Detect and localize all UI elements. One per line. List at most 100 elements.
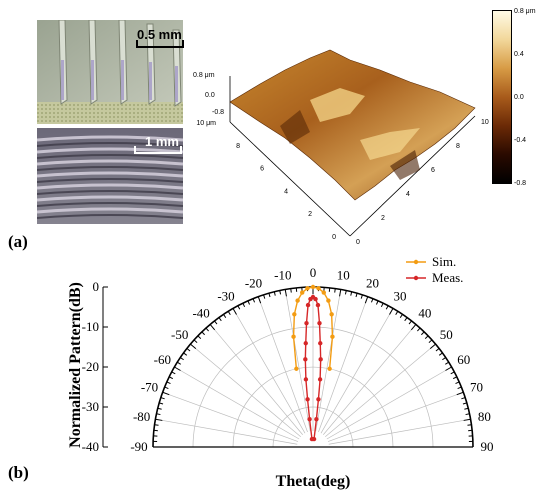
r-tick-label: 0 xyxy=(93,279,100,294)
afm-y-tick-label: 4 xyxy=(284,188,288,195)
polar-tick xyxy=(174,366,181,371)
polar-tick xyxy=(257,296,262,304)
microscope-photo-top-drawing xyxy=(37,20,183,124)
polar-tick xyxy=(461,397,466,400)
polar-tick xyxy=(445,361,449,365)
polar-tick xyxy=(457,386,462,390)
series-point xyxy=(316,286,321,291)
series-point xyxy=(303,357,308,362)
polar-tick xyxy=(263,294,266,299)
theta-tick-label: 10 xyxy=(337,268,350,283)
series-point xyxy=(311,436,317,442)
afm-x-tick-label: 8 xyxy=(456,143,460,150)
afm-axes xyxy=(229,76,476,237)
polar-tick xyxy=(360,294,363,299)
series-point xyxy=(313,296,318,302)
polar-tick xyxy=(429,343,436,350)
series-point xyxy=(304,320,309,326)
polar-tick xyxy=(445,366,452,371)
afm-y-tick-label: 0 xyxy=(332,234,336,241)
afm-y-tick-label: 8 xyxy=(236,143,240,150)
legend-label: Sim. xyxy=(432,254,456,269)
theta-tick-label: -10 xyxy=(274,268,291,283)
polar-tick xyxy=(162,391,170,396)
polar-tick xyxy=(463,418,471,421)
polar-tick xyxy=(424,335,429,339)
series-point xyxy=(305,302,311,308)
microscope-photo-top xyxy=(37,20,183,124)
x-axis-title: Theta(deg) xyxy=(276,473,351,490)
polar-tick xyxy=(154,424,159,426)
polar-tick xyxy=(252,298,256,303)
series-point xyxy=(321,290,326,295)
series-point xyxy=(300,290,305,295)
polar-tick xyxy=(227,311,231,315)
theta-tick-label: 40 xyxy=(418,306,431,321)
theta-tick-label: -20 xyxy=(245,275,262,290)
series-point xyxy=(330,334,335,339)
polar-tick xyxy=(355,293,358,298)
series-point xyxy=(327,366,332,371)
legend-marker xyxy=(413,275,419,281)
polar-tick xyxy=(452,376,458,380)
r-tick-label: -10 xyxy=(82,319,99,334)
afm-x-tick-label: 10 μm xyxy=(481,119,490,126)
polar-tick xyxy=(370,298,374,303)
polar-tick xyxy=(232,308,237,315)
colorbar-tick-label: 0.0 xyxy=(514,94,524,101)
afm-y-tick-label: 6 xyxy=(260,166,264,173)
series-point xyxy=(291,334,296,339)
polar-tick xyxy=(344,290,347,295)
theta-tick-label: 70 xyxy=(470,379,483,394)
afm-z-zero-label: 0.0 xyxy=(205,92,215,99)
polar-tick xyxy=(410,324,417,331)
afm-surface-plot: 0.8 μm 0.0 -0.8 10 μm 8 6 4 2 0 0 2 4 6 8 10 μm xyxy=(193,49,490,246)
panel-a-label: (a) xyxy=(8,232,28,251)
polar-tick xyxy=(268,293,271,298)
polar-tick xyxy=(284,289,287,297)
polar-tick xyxy=(186,348,191,352)
afm-colorbar xyxy=(492,10,512,184)
series-point xyxy=(292,312,297,317)
polar-tick xyxy=(157,407,162,410)
theta-tick-label: -30 xyxy=(217,288,234,303)
theta-tick-label: -40 xyxy=(192,306,209,321)
polar-tick xyxy=(160,397,165,400)
r-tick-label: -30 xyxy=(82,399,99,414)
legend: Sim.Meas. xyxy=(406,254,463,285)
polar-tick xyxy=(242,302,246,308)
theta-tick-label: -50 xyxy=(171,327,188,342)
theta-tick-label: 0 xyxy=(310,265,317,280)
polar-tick xyxy=(205,327,209,332)
polar-spoke xyxy=(174,366,300,440)
colorbar-tick-label: 0.4 xyxy=(514,51,524,58)
legend-marker xyxy=(413,259,419,265)
polar-tick xyxy=(408,320,412,325)
polar-tick xyxy=(435,348,440,352)
polar-spoke xyxy=(326,366,452,440)
afm-surface xyxy=(229,49,476,201)
series-point xyxy=(329,312,334,317)
polar-tick xyxy=(364,296,369,304)
colorbar-tick-label: 0.8 μm xyxy=(514,8,536,15)
polar-tick xyxy=(404,317,408,322)
series-point xyxy=(318,341,323,346)
polar-tick xyxy=(201,331,205,336)
polar-tick xyxy=(279,290,282,295)
afm-colorbar-ticks: 0.8 μm 0.4 0.0 -0.4 -0.8 xyxy=(514,8,536,187)
polar-ring xyxy=(272,406,354,448)
polar-tick xyxy=(350,291,353,296)
series-sim xyxy=(291,284,335,371)
polar-tick xyxy=(421,331,425,336)
theta-tick-label: -70 xyxy=(141,379,158,394)
polar-tick xyxy=(438,352,443,356)
scale-bar-top-label: 0.5 mm xyxy=(137,27,182,42)
polar-tick xyxy=(465,413,470,416)
polar-tick xyxy=(209,324,216,331)
series-point xyxy=(307,417,312,422)
scale-bar-bottom xyxy=(134,146,182,154)
polar-tick xyxy=(273,291,276,296)
microscope-photo-bottom xyxy=(37,128,183,224)
polar-tick xyxy=(164,386,169,390)
polar-tick xyxy=(417,327,421,332)
